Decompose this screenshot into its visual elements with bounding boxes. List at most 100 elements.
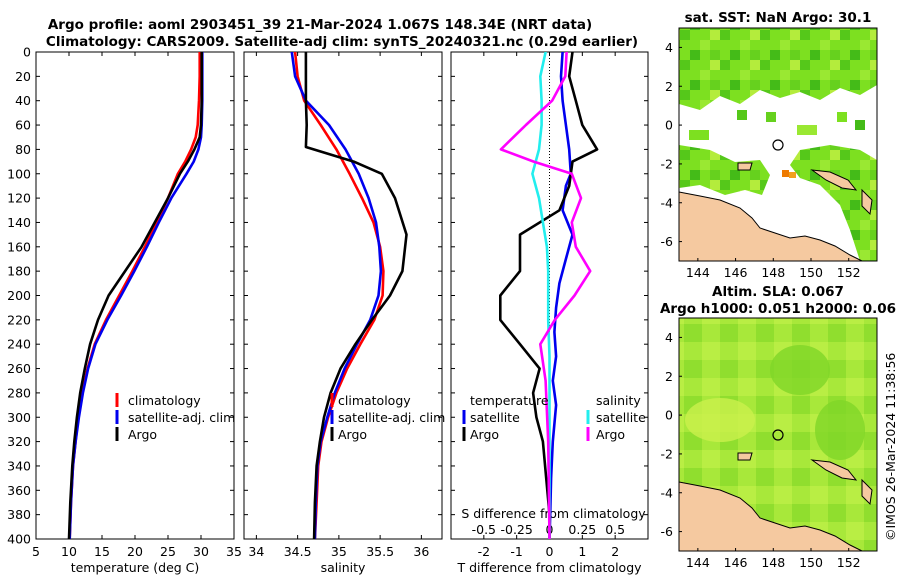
x-tick-label: 2	[611, 544, 619, 559]
salinity-axes-box	[243, 51, 443, 540]
map-y-tick-label: 4	[665, 40, 673, 55]
y-tick-label: 380	[7, 507, 31, 522]
x-tick-label: 20	[127, 544, 143, 559]
x-axis-label: temperature (deg C)	[71, 560, 200, 575]
y-tick-label: 280	[7, 385, 31, 400]
y-tick-label: 120	[7, 191, 31, 206]
x-tick-label: 25	[160, 544, 176, 559]
sst-data-patch	[837, 112, 847, 122]
y-tick-label: 0	[23, 45, 31, 60]
x-axis-label: salinity	[321, 560, 366, 575]
y-tick-label: 40	[15, 93, 31, 108]
x-tick-label: 35	[331, 544, 347, 559]
salinity-ticks: 34 34.5 35 35.5 36 salinity	[244, 51, 442, 575]
sst-map-panel: sat. SST: NaN Argo: 30.1 144 146 148 150 152…	[661, 10, 878, 280]
legend-salinity-title: salinity	[596, 393, 641, 408]
sst-data-north	[679, 28, 877, 110]
y-tick-label: 300	[7, 410, 31, 425]
sst-warm-patch	[782, 170, 789, 177]
map-y-tick-label: -6	[661, 524, 674, 539]
map-y-tick-label: -2	[661, 446, 673, 461]
sla-map-content	[679, 345, 873, 551]
sla-anomaly	[685, 398, 755, 442]
legend-climatology-label: climatology	[338, 393, 411, 408]
y-tick-label: 200	[7, 288, 31, 303]
difference-legend: temperature salinity satellite Argo sate…	[462, 393, 646, 442]
map-y-tick-label: -4	[661, 485, 674, 500]
y-tick-label: 220	[7, 312, 31, 327]
sla-map-title-line2: Argo h1000: 0.051 h2000: 0.06	[660, 301, 896, 317]
x-tick-label: -2	[478, 544, 490, 559]
y-tick-label: 360	[7, 483, 31, 498]
sla-anomaly	[815, 400, 865, 460]
series-line-s-satellite	[531, 52, 551, 539]
map-y-tick-label: 0	[665, 118, 673, 133]
x-tick-label: 5	[32, 544, 40, 559]
x-tick-label: -1	[510, 544, 522, 559]
temperature-panel: 5 10 15 20 25 30 35 0 20 40 60 80 100 120 140 160 180 200…	[7, 45, 242, 576]
secondary-x-tick-label: -0.25	[500, 522, 532, 537]
sla-map-ticks: 144 146 148 150 152 4 2 0 -2 -4 -6	[661, 330, 861, 570]
y-tick-label: 140	[7, 215, 31, 230]
y-tick-label: 180	[7, 264, 31, 279]
map-x-tick-label: 144	[686, 555, 710, 570]
map-y-tick-label: -6	[661, 234, 674, 249]
map-x-tick-label: 150	[799, 265, 823, 280]
sla-map-title-line1: Altim. SLA: 0.067	[712, 284, 844, 300]
temperature-series	[67, 52, 204, 539]
sla-land	[861, 478, 873, 506]
map-x-tick-label: 152	[837, 555, 861, 570]
secondary-x-tick-label: 0.5	[605, 522, 625, 537]
map-x-tick-label: 150	[799, 555, 823, 570]
x-tick-label: 10	[61, 544, 77, 559]
series-line-s-argo	[499, 52, 592, 539]
map-y-tick-label: 2	[665, 369, 673, 384]
map-y-tick-label: 4	[665, 330, 673, 345]
argo-float-marker	[772, 139, 784, 151]
sst-map-content	[679, 28, 877, 261]
y-tick-label: 400	[7, 532, 31, 547]
salinity-panel: 34 34.5 35 35.5 36 salinity climatology satel…	[243, 51, 445, 575]
sst-land	[679, 191, 863, 261]
legend-s-argo-label: Argo	[596, 427, 625, 442]
sst-data-south-east	[790, 145, 877, 261]
map-x-tick-label: 152	[837, 265, 861, 280]
sst-data-patch	[737, 110, 747, 120]
map-x-tick-label: 146	[724, 265, 748, 280]
map-x-tick-label: 148	[761, 265, 785, 280]
sla-map-panel: Altim. SLA: 0.067 Argo h1000: 0.051 h200…	[660, 284, 896, 570]
main-title-line1: Argo profile: aoml 2903451_39 21-Mar-202…	[48, 17, 592, 33]
x-tick-label: 36	[413, 544, 429, 559]
sla-map-frame	[678, 317, 878, 552]
legend-t-satellite-label: satellite	[470, 410, 520, 425]
secondary-x-tick-label: 0.25	[568, 522, 596, 537]
x-axis-label: T difference from climatology	[456, 560, 642, 575]
y-tick-label: 320	[7, 434, 31, 449]
y-tick-label: 20	[15, 69, 31, 84]
sst-map-ticks: 144 146 148 150 152 4 2 0 -2 -4 -6	[661, 40, 861, 280]
sla-land	[679, 481, 863, 551]
x-tick-label: 1	[578, 544, 586, 559]
sst-data-south-west	[679, 145, 770, 195]
secondary-x-axis-label: S difference from climatology	[461, 506, 646, 521]
y-tick-label: 260	[7, 361, 31, 376]
difference-series	[498, 52, 599, 539]
sst-map-title: sat. SST: NaN Argo: 30.1	[685, 10, 872, 26]
map-y-tick-label: -4	[661, 195, 674, 210]
y-tick-label: 340	[7, 458, 31, 473]
difference-ticks: -2 -1 0 1 2T difference from climatology S di…	[451, 51, 648, 575]
main-title-line2: Climatology: CARS2009. Satellite-adj cli…	[46, 34, 638, 50]
x-tick-label: 30	[193, 544, 209, 559]
x-tick-label: 15	[94, 544, 110, 559]
copyright-stamp: ©IMOS 26-Mar-2024 11:38:56	[883, 353, 898, 541]
series-line-t-satellite	[548, 52, 574, 539]
map-y-tick-label: 2	[665, 79, 673, 94]
difference-panel: -2 -1 0 1 2T difference from climatology S di…	[450, 51, 649, 575]
series-line-t-argo	[498, 52, 599, 539]
map-y-tick-label: -2	[661, 156, 673, 171]
x-tick-label: 35.5	[366, 544, 394, 559]
secondary-x-tick-label: -0.5	[472, 522, 496, 537]
sla-anomaly	[770, 345, 830, 395]
x-tick-label: 34.5	[284, 544, 312, 559]
